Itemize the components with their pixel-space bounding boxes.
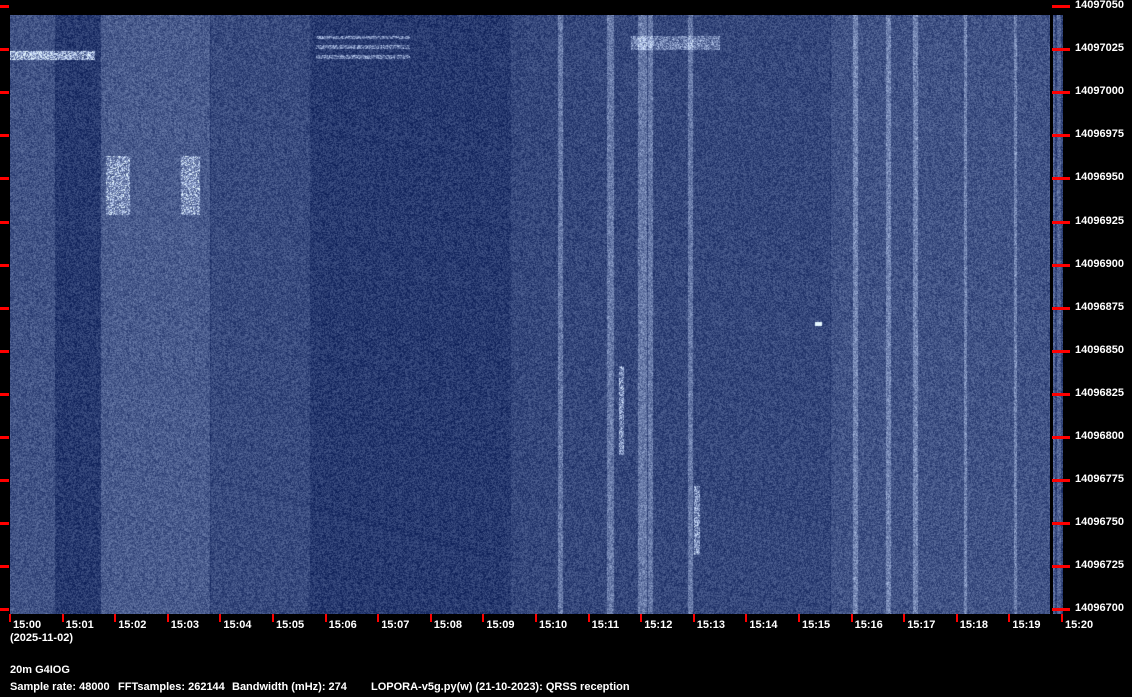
- x-tick-mark: [1008, 614, 1011, 622]
- y-tick-mark: [1052, 608, 1070, 612]
- sample-rate: Sample rate: 48000: [10, 681, 110, 693]
- x-tick-label: 15:17: [907, 619, 936, 631]
- y-tick-mark: [1052, 479, 1070, 483]
- y-tick-label: 14096800: [1075, 430, 1124, 442]
- station-label: 20m G4IOG: [10, 664, 70, 676]
- y-tick-mark: [1052, 48, 1070, 52]
- x-tick-mark: [166, 614, 169, 622]
- y-tick-label: 14097050: [1075, 0, 1124, 11]
- x-tick-mark: [955, 614, 958, 622]
- y-tick-mark: [1052, 5, 1070, 8]
- y-tick-label: 14096975: [1075, 128, 1124, 141]
- y-tick-mark: [1052, 436, 1070, 439]
- x-tick-label: 15:20: [1065, 619, 1094, 631]
- x-tick-mark: [903, 614, 906, 622]
- y-tick-mark: [1052, 522, 1070, 526]
- x-tick-mark: [272, 614, 274, 622]
- x-tick-mark: [9, 614, 11, 622]
- x-tick-mark: [745, 614, 748, 622]
- y-tick-mark: [1052, 91, 1070, 95]
- y-tick-mark: [0, 220, 9, 224]
- x-tick-label: 15:03: [170, 619, 199, 631]
- x-tick-label: 15:13: [696, 619, 725, 631]
- y-tick-label: 14096875: [1075, 300, 1124, 313]
- y-tick-mark: [1052, 306, 1070, 310]
- y-tick-mark: [0, 436, 9, 439]
- x-tick-label: 15:11: [591, 619, 620, 631]
- y-tick-mark: [0, 608, 9, 612]
- x-tick-label: 15:04: [223, 619, 252, 631]
- x-tick-label: 15:02: [118, 619, 147, 631]
- x-tick-mark: [377, 614, 380, 622]
- y-tick-mark: [1052, 220, 1070, 224]
- y-tick-mark: [1052, 263, 1070, 267]
- y-tick-label: 14096925: [1075, 214, 1124, 227]
- x-tick-label: 15:14: [749, 619, 778, 631]
- bandwidth: Bandwidth (mHz): 274: [232, 681, 347, 693]
- x-tick-label: 15:08: [433, 619, 462, 631]
- x-tick-mark: [692, 614, 695, 622]
- x-tick-label: 15:07: [381, 619, 410, 631]
- x-tick-mark: [61, 614, 64, 622]
- y-tick-label: 14096725: [1075, 559, 1124, 572]
- x-tick-label: 15:15: [802, 619, 831, 631]
- y-tick-label: 14097000: [1075, 85, 1124, 98]
- x-tick-mark: [482, 614, 485, 622]
- y-tick-mark: [0, 392, 9, 396]
- x-tick-label: 15:06: [328, 619, 357, 631]
- y-tick-mark: [1052, 392, 1070, 396]
- y-tick-label: 14096825: [1075, 386, 1124, 399]
- x-tick-mark: [798, 614, 800, 622]
- x-tick-label: 15:19: [1012, 619, 1041, 631]
- x-tick-label: 15:05: [276, 619, 305, 631]
- x-tick-mark: [429, 614, 432, 622]
- date-label: (2025-11-02): [10, 632, 73, 644]
- y-tick-label: 14096950: [1075, 171, 1124, 184]
- x-tick-label: 15:09: [486, 619, 515, 631]
- y-tick-label: 14096850: [1075, 343, 1124, 356]
- y-tick-mark: [0, 306, 9, 310]
- software-label: LOPORA-v5g.py(w) (21-10-2023): QRSS rece…: [371, 681, 630, 693]
- spectrum-strip: [1053, 15, 1063, 614]
- x-tick-mark: [535, 614, 537, 622]
- x-tick-label: 15:16: [854, 619, 883, 631]
- x-tick-mark: [640, 614, 643, 622]
- y-tick-mark: [0, 479, 9, 483]
- y-tick-label: 14096775: [1075, 473, 1124, 486]
- x-tick-mark: [1061, 614, 1063, 622]
- y-tick-mark: [0, 48, 9, 52]
- x-tick-label: 15:01: [65, 619, 94, 631]
- y-tick-mark: [1052, 349, 1070, 353]
- y-tick-mark: [0, 349, 9, 353]
- y-tick-mark: [1052, 177, 1070, 181]
- y-tick-mark: [0, 134, 9, 138]
- x-tick-mark: [850, 614, 853, 622]
- y-tick-label: 14096900: [1075, 257, 1124, 270]
- y-tick-label: 14096750: [1075, 516, 1124, 529]
- x-tick-mark: [219, 614, 222, 622]
- x-tick-label: 15:10: [539, 619, 568, 631]
- y-tick-mark: [0, 91, 9, 95]
- y-tick-mark: [0, 522, 9, 526]
- y-tick-mark: [1052, 134, 1070, 138]
- y-tick-mark: [0, 177, 9, 181]
- y-tick-mark: [0, 263, 9, 267]
- y-tick-label: 14097025: [1075, 42, 1124, 55]
- fft-samples: FFTsamples: 262144: [118, 681, 225, 693]
- x-tick-label: 15:00: [13, 619, 42, 631]
- y-tick-mark: [0, 5, 9, 8]
- y-tick-mark: [0, 565, 9, 569]
- y-tick-label: 14096700: [1075, 602, 1124, 615]
- x-tick-mark: [324, 614, 327, 622]
- y-tick-mark: [1052, 565, 1070, 569]
- x-tick-mark: [587, 614, 590, 622]
- spectrogram-waterfall: [10, 15, 1050, 614]
- x-tick-label: 15:18: [959, 619, 988, 631]
- x-tick-mark: [114, 614, 117, 622]
- x-tick-label: 15:12: [644, 619, 673, 631]
